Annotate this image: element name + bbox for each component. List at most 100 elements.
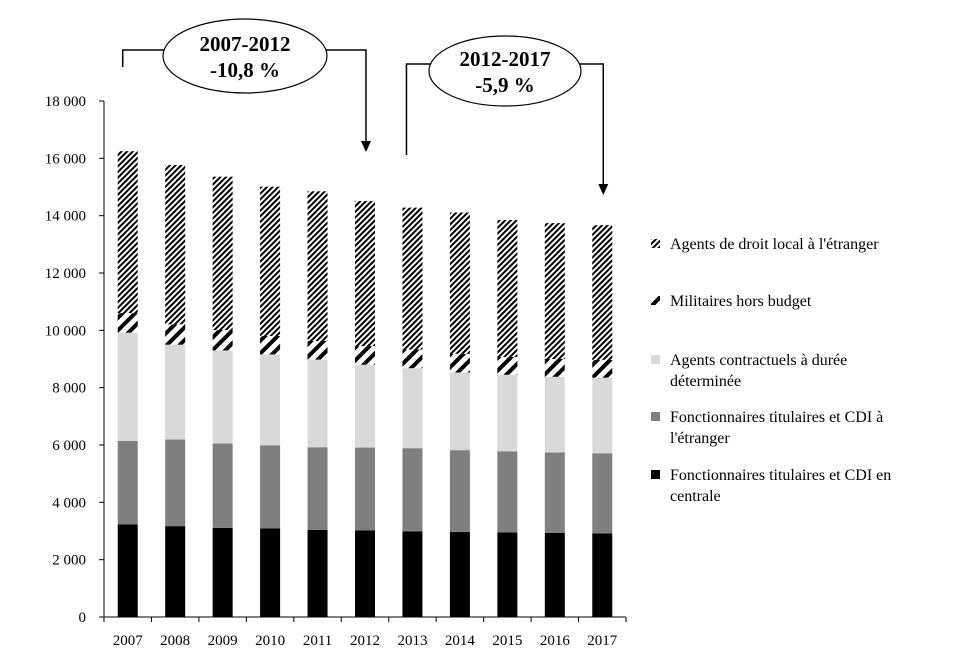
- x-tick-label: 2016: [540, 633, 571, 649]
- bar-segment: [497, 532, 518, 617]
- x-tick-label: 2013: [397, 633, 427, 649]
- bar-segment: [402, 448, 423, 532]
- x-tick-label: 2010: [255, 633, 285, 649]
- annotation-arrowhead: [598, 184, 609, 195]
- bar-segment: [592, 377, 613, 454]
- y-tick-label: 4 000: [52, 495, 86, 511]
- bar-segment: [402, 531, 423, 617]
- bar-segment: [497, 451, 518, 533]
- bar-segment: [260, 445, 281, 529]
- bar-segment: [449, 372, 470, 451]
- bar-segment: [544, 376, 565, 453]
- bar-segment: [117, 151, 138, 314]
- annotation-arrowhead: [361, 141, 371, 152]
- bar-segment: [449, 450, 470, 532]
- x-tick-label: 2012: [350, 633, 380, 649]
- bar-segment: [165, 344, 186, 440]
- bar-segment: [212, 350, 233, 444]
- bar-segment: [212, 330, 233, 351]
- y-tick-label: 14 000: [45, 209, 86, 225]
- bar-segment: [307, 340, 328, 360]
- annotation-change: -5,9 %: [475, 73, 535, 97]
- y-tick-label: 8 000: [52, 381, 86, 397]
- bar-segment: [497, 219, 518, 357]
- annotations: 2007-2012-10,8 % 2012-2017-5,9 %: [121, 18, 609, 195]
- bar-segment: [449, 531, 470, 617]
- bar-segment: [592, 533, 613, 617]
- legend: Agents de droit local à l'étranger Milita…: [651, 236, 891, 505]
- bar-segment: [307, 359, 328, 448]
- bar-segment: [592, 225, 613, 360]
- annotation-ellipse: [428, 35, 582, 107]
- bar-segment: [165, 439, 186, 527]
- bar-segment: [117, 524, 138, 617]
- bar-segment: [449, 212, 470, 354]
- x-tick-label: 2011: [303, 633, 332, 649]
- bar-segment: [165, 164, 186, 325]
- y-tick-label: 10 000: [45, 323, 86, 339]
- x-tick-label: 2009: [208, 633, 238, 649]
- annotation-period: 2012-2017: [460, 47, 551, 71]
- x-axis: 2007 2008 2009 2010 2011 2012 2013 2014 2015 2016…: [103, 616, 627, 649]
- legend-swatch: [651, 296, 660, 305]
- bar-segment: [260, 186, 281, 337]
- bar-segment: [449, 353, 470, 373]
- bar-segment: [165, 324, 186, 345]
- y-tick-label: 2 000: [52, 553, 86, 569]
- x-tick-label: 2007: [113, 633, 144, 649]
- legend-label: Fonctionnaires titulaires et CDI en centr…: [670, 467, 891, 505]
- y-tick-label: 18 000: [45, 94, 86, 110]
- annotation-period: 2007-2012: [200, 32, 291, 56]
- y-axis: 0 2 000 4 000 6 000 8 000 10 000 12 000 14 000 1…: [45, 94, 105, 626]
- y-tick-label: 6 000: [52, 438, 86, 454]
- x-tick-label: 2008: [160, 633, 190, 649]
- bar-segment: [117, 332, 138, 441]
- bar-segment: [355, 346, 375, 365]
- x-tick-label: 2017: [587, 633, 618, 649]
- bar-segment: [402, 207, 423, 350]
- legend-label: Agents de droit local à l'étranger: [670, 236, 879, 253]
- legend-swatch: [651, 239, 660, 248]
- bar-segment: [355, 530, 375, 617]
- bar-segment: [260, 354, 281, 446]
- bar-segment: [307, 529, 328, 617]
- legend-label: Fonctionnaires titulaires et CDI à l'étra…: [670, 409, 883, 447]
- bar-segment: [117, 440, 138, 525]
- bar-segment: [497, 374, 518, 452]
- bar-segment: [212, 443, 233, 528]
- y-tick-label: 12 000: [45, 266, 86, 282]
- bar-segment: [212, 176, 233, 331]
- legend-swatch: [651, 412, 660, 421]
- bar-segment: [592, 359, 613, 378]
- bar-segment: [355, 201, 375, 347]
- bar-segment: [260, 528, 281, 617]
- annotation-ellipse: [162, 18, 328, 94]
- bar-segment: [402, 349, 423, 369]
- bar-segment: [355, 447, 375, 531]
- bar-segment: [165, 526, 186, 617]
- bar-segment: [544, 223, 565, 359]
- bar-segment: [544, 452, 565, 534]
- x-tick-label: 2015: [492, 633, 522, 649]
- x-tick-label: 2014: [445, 633, 476, 649]
- bar-segment: [402, 368, 423, 449]
- bar-segment: [117, 313, 138, 333]
- legend-swatch: [651, 470, 660, 479]
- bar-segment: [307, 447, 328, 530]
- bars-group: [117, 151, 613, 617]
- annotation-change: -10,8 %: [210, 58, 280, 82]
- bar-segment: [544, 359, 565, 377]
- bar-segment: [260, 336, 281, 355]
- bar-segment: [497, 356, 518, 375]
- y-tick-label: 0: [79, 610, 87, 626]
- bar-segment: [544, 533, 565, 617]
- bar-segment: [355, 364, 375, 448]
- bar-segment: [307, 191, 328, 341]
- legend-label: Militaires hors budget: [670, 293, 812, 310]
- bar-segment: [592, 453, 613, 534]
- legend-swatch: [651, 355, 660, 364]
- y-tick-label: 16 000: [45, 151, 86, 167]
- legend-label: Agents contractuels à durée déterminée: [670, 352, 847, 390]
- bar-segment: [212, 527, 233, 617]
